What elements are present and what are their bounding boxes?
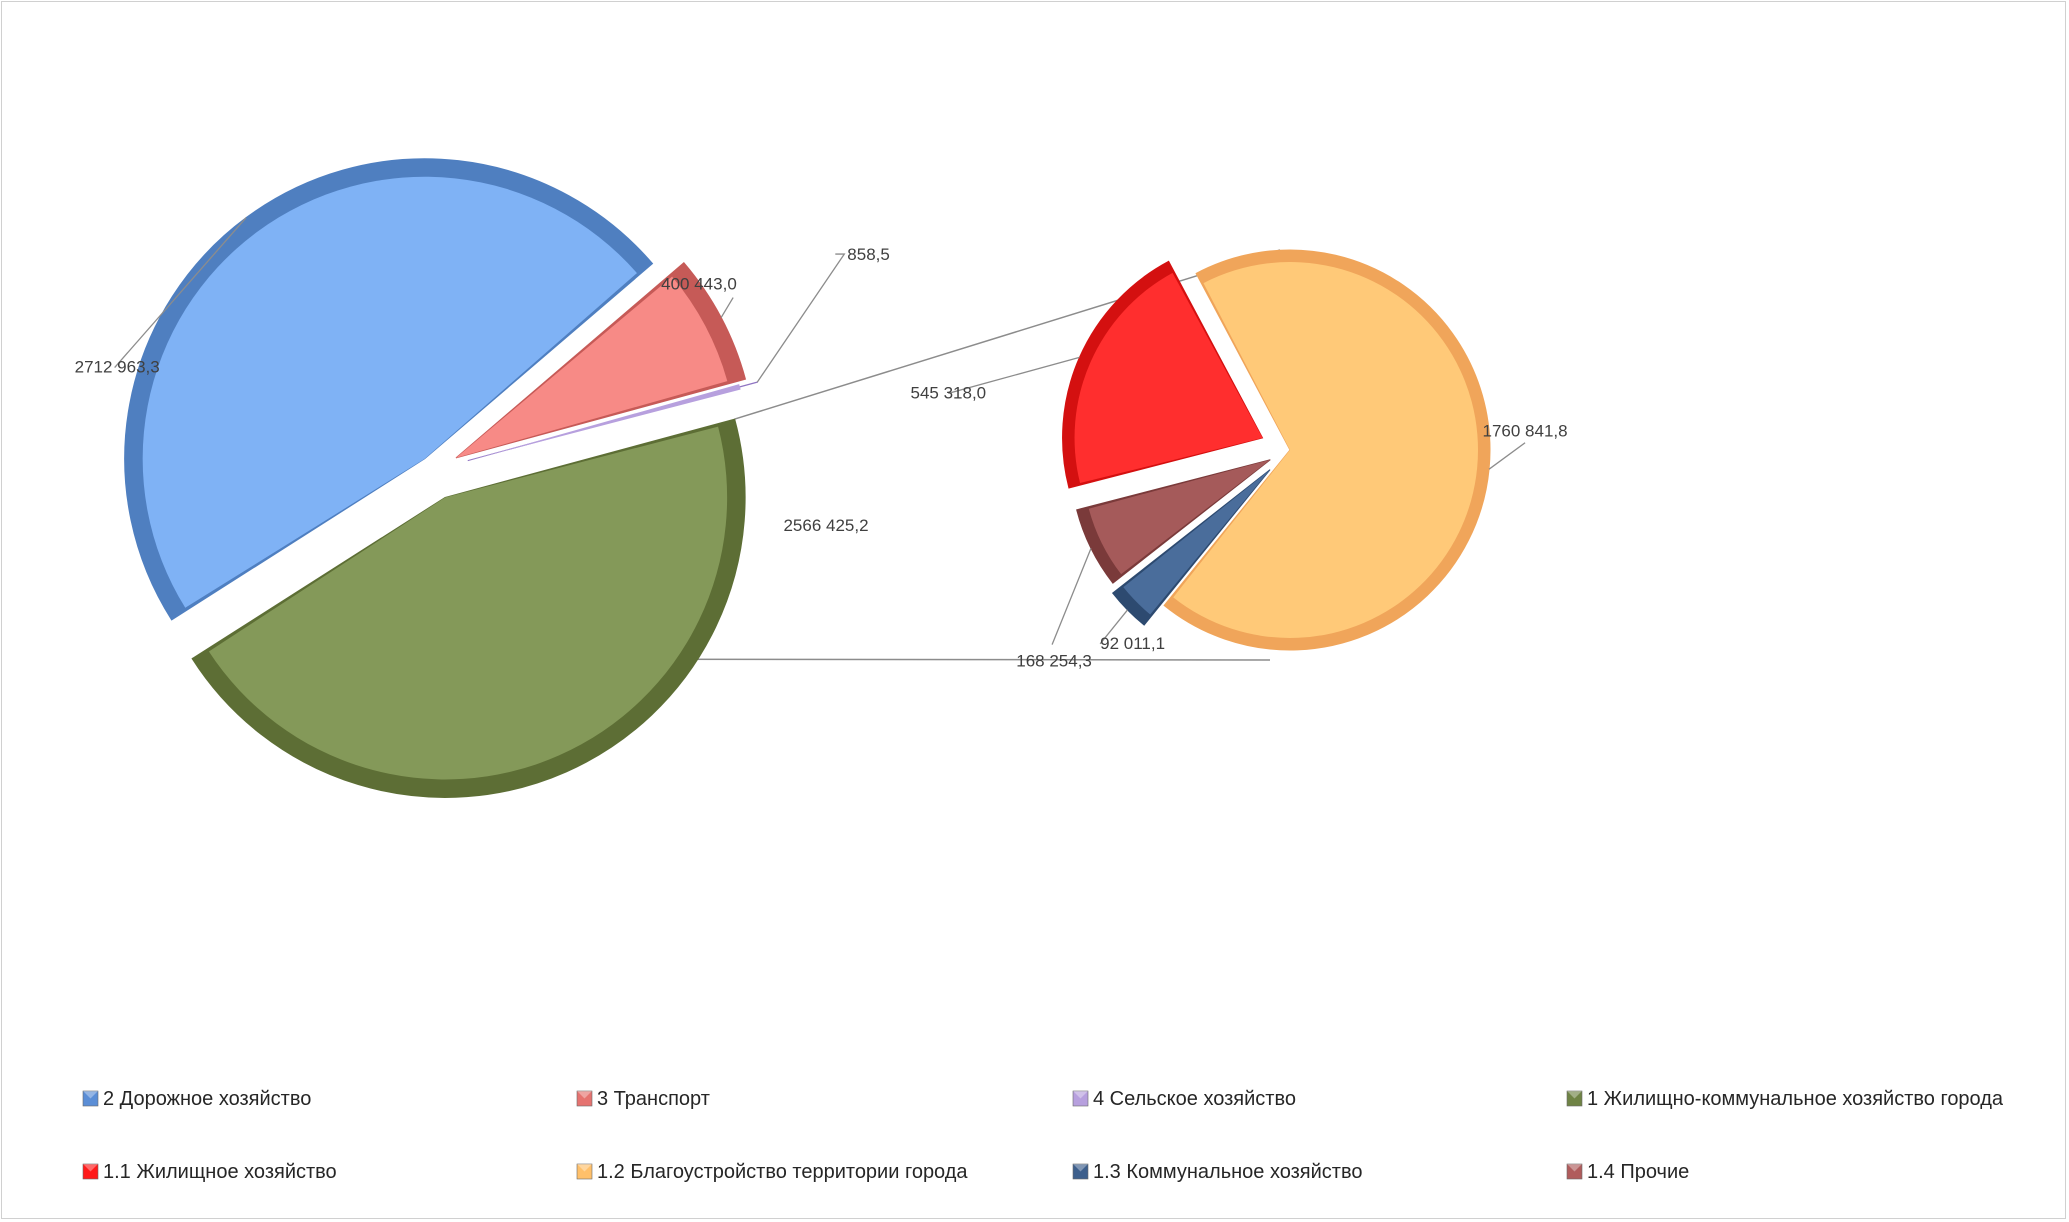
legend-swatch [82,1090,99,1107]
secondary-pie [1062,249,1491,651]
secondary-slice-1-1-жилищное-хозяйство [1062,260,1264,489]
main-slice-2-дорожное-хозяйство [124,158,654,621]
leader-line-2-дорожное-хозяйство [114,217,247,368]
legend-swatch [1566,1090,1583,1107]
secondary-slice-1-3-коммунальное-хозяйство [1111,469,1271,626]
leader-line-1-2-благоустройство-территории-города [1488,442,1526,470]
legend-item-1-3-коммунальное-хозяйство: 1.3 Коммунальное хозяйство [1072,1161,1363,1183]
data-label-1-2-благоустройство-территории-города: 1760 841,8 [1483,422,1568,441]
connector-line-top [734,249,1281,420]
legend-label: 4 Сельское хозяйство [1093,1088,1296,1110]
legend-label: 1.3 Коммунальное хозяйство [1093,1161,1363,1183]
legend-label: 1.4 Прочие [1587,1161,1689,1183]
legend: 2 Дорожное хозяйство 3 Транспорт 4 Сельско… [82,1088,2004,1183]
secondary-slice-1-4-прочие [1076,459,1271,584]
leader-lines [114,217,1526,645]
legend-item-1-4-прочие: 1.4 Прочие [1566,1161,1689,1183]
legend-item-1-2-благоустройство-территории-города: 1.2 Благоустройство территории города [576,1161,968,1183]
secondary-slice-1-2-благоустройство-территории-города [1163,249,1491,651]
data-label-4-сельское-хозяйство: 858,5 [847,245,890,264]
legend-swatch [1072,1090,1089,1107]
legend-swatch [576,1090,593,1107]
leader-line-1-3-коммунальное-хозяйство [1099,609,1129,645]
leader-line-1-1-жилищное-хозяйство [948,356,1080,394]
data-labels: 2712 963,3 400 443,0 858,5 2566 425,2 1760 8… [75,245,1568,671]
leader-line-4-сельское-хозяйство [756,253,846,383]
legend-item-3-транспорт: 3 Транспорт [576,1088,710,1110]
data-label-2-дорожное-хозяйство: 2712 963,3 [75,358,160,377]
legend-item-4-сельское-хозяйство: 4 Сельское хозяйство [1072,1088,1296,1110]
legend-label: 1 Жилищно-коммунальное хозяйство города [1587,1088,2004,1110]
data-label-3-транспорт: 400 443,0 [661,275,737,294]
main-pie [124,158,758,798]
legend-swatch [576,1163,593,1180]
legend-item-1-жилищно-коммунальное-хозяйство-города: 1 Жилищно-коммунальное хозяйство города [1566,1088,2004,1110]
legend-label: 2 Дорожное хозяйство [103,1088,311,1110]
leader-line-3-транспорт [720,297,734,318]
legend-swatch [1072,1163,1089,1180]
legend-label: 1.1 Жилищное хозяйство [103,1161,337,1183]
legend-swatch [1566,1163,1583,1180]
legend-label: 1.2 Благоустройство территории города [597,1161,968,1183]
data-label-1-1-жилищное-хозяйство: 545 318,0 [911,383,987,402]
data-label-1-3-коммунальное-хозяйство: 92 011,1 [1100,634,1165,653]
legend-item-1-1-жилищное-хозяйство: 1.1 Жилищное хозяйство [82,1161,337,1183]
leader-line-1-4-прочие [1051,548,1092,645]
legend-label: 3 Транспорт [597,1088,710,1110]
main-slice-1-жилищно-коммунальное-хозяйство-города [191,418,746,798]
legend-swatch [82,1163,99,1180]
data-label-1-жилищно-коммунальное-хозяйство-города: 2566 425,2 [783,516,868,535]
legend-item-2-дорожное-хозяйство: 2 Дорожное хозяйство [82,1088,311,1110]
data-label-1-4-прочие: 168 254,3 [1016,652,1092,671]
